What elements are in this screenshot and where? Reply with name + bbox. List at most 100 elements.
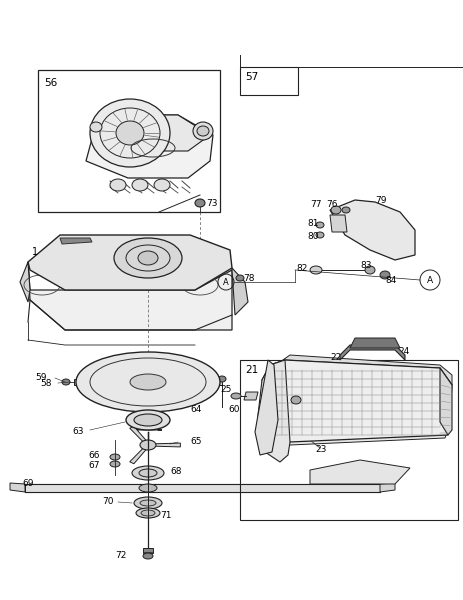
Ellipse shape (193, 122, 213, 140)
Polygon shape (28, 235, 232, 290)
Polygon shape (130, 448, 146, 464)
Text: 79: 79 (374, 196, 386, 205)
Polygon shape (10, 483, 25, 492)
Text: 63: 63 (72, 427, 83, 437)
Ellipse shape (110, 461, 120, 467)
Text: 1: 1 (32, 247, 38, 257)
Text: 60: 60 (227, 406, 239, 415)
Ellipse shape (114, 238, 181, 278)
Text: 76: 76 (325, 199, 337, 209)
Text: 68: 68 (169, 467, 181, 476)
Polygon shape (232, 268, 247, 315)
Text: 59: 59 (35, 373, 46, 383)
Ellipse shape (136, 508, 160, 518)
Polygon shape (309, 460, 409, 484)
Text: 58: 58 (40, 380, 51, 389)
Ellipse shape (116, 121, 144, 145)
Ellipse shape (90, 122, 102, 132)
Polygon shape (74, 379, 86, 385)
Text: 73: 73 (206, 199, 217, 208)
Text: 70: 70 (102, 497, 113, 506)
Polygon shape (130, 426, 146, 442)
Ellipse shape (110, 454, 120, 460)
Ellipse shape (309, 266, 321, 274)
Ellipse shape (138, 251, 158, 265)
Ellipse shape (330, 206, 340, 214)
Polygon shape (134, 410, 162, 430)
Text: 84: 84 (384, 275, 395, 284)
Ellipse shape (131, 179, 148, 191)
Ellipse shape (154, 179, 169, 191)
Text: 66: 66 (88, 451, 99, 460)
Ellipse shape (90, 99, 169, 167)
Ellipse shape (140, 440, 156, 450)
Text: 82: 82 (295, 263, 307, 272)
Ellipse shape (139, 484, 156, 492)
Text: 65: 65 (189, 437, 201, 446)
Polygon shape (329, 200, 414, 260)
Bar (38, 70, 219, 212)
Polygon shape (262, 360, 451, 442)
Text: 67: 67 (88, 461, 99, 469)
Polygon shape (153, 443, 180, 447)
Ellipse shape (236, 275, 244, 281)
Ellipse shape (141, 510, 155, 516)
Text: 25: 25 (219, 385, 231, 395)
Ellipse shape (364, 266, 374, 274)
Text: 22: 22 (329, 353, 340, 361)
Polygon shape (20, 262, 30, 302)
Ellipse shape (290, 396, 300, 404)
Ellipse shape (110, 179, 126, 191)
Text: 64: 64 (189, 406, 201, 415)
Polygon shape (339, 345, 404, 360)
Polygon shape (86, 115, 213, 178)
Text: 83: 83 (359, 260, 371, 269)
Ellipse shape (62, 379, 70, 385)
Bar (239, 360, 457, 520)
Polygon shape (349, 338, 399, 348)
Ellipse shape (126, 410, 169, 430)
Text: 57: 57 (244, 72, 258, 82)
Ellipse shape (379, 271, 389, 279)
Text: A: A (223, 277, 228, 287)
Text: 71: 71 (160, 511, 171, 520)
Ellipse shape (231, 393, 240, 399)
Ellipse shape (194, 199, 205, 207)
Ellipse shape (134, 497, 162, 509)
Ellipse shape (341, 207, 349, 213)
Bar (239, 67, 297, 95)
Polygon shape (255, 360, 277, 455)
Ellipse shape (140, 500, 156, 506)
Polygon shape (329, 215, 346, 232)
Text: 69: 69 (22, 478, 33, 487)
Polygon shape (25, 484, 379, 492)
Polygon shape (143, 548, 153, 553)
Text: 56: 56 (44, 78, 57, 88)
Text: 78: 78 (243, 274, 254, 283)
Text: 24: 24 (397, 347, 408, 356)
Polygon shape (379, 483, 394, 492)
Polygon shape (257, 360, 289, 462)
Ellipse shape (76, 352, 219, 412)
Ellipse shape (131, 466, 163, 480)
Polygon shape (93, 115, 210, 151)
Polygon shape (264, 405, 449, 445)
Polygon shape (60, 238, 92, 244)
Polygon shape (269, 355, 451, 385)
Polygon shape (210, 379, 221, 385)
Ellipse shape (143, 553, 153, 559)
Polygon shape (244, 392, 257, 400)
Text: A: A (426, 275, 432, 284)
Polygon shape (28, 262, 232, 330)
Text: 23: 23 (314, 445, 325, 455)
Text: 72: 72 (115, 550, 126, 559)
Ellipse shape (315, 222, 323, 228)
Ellipse shape (139, 469, 156, 477)
Ellipse shape (218, 376, 225, 382)
Polygon shape (439, 368, 451, 435)
Text: 77: 77 (309, 199, 321, 209)
Ellipse shape (315, 232, 323, 238)
Ellipse shape (134, 414, 162, 426)
Ellipse shape (197, 126, 208, 136)
Text: 21: 21 (244, 365, 258, 375)
